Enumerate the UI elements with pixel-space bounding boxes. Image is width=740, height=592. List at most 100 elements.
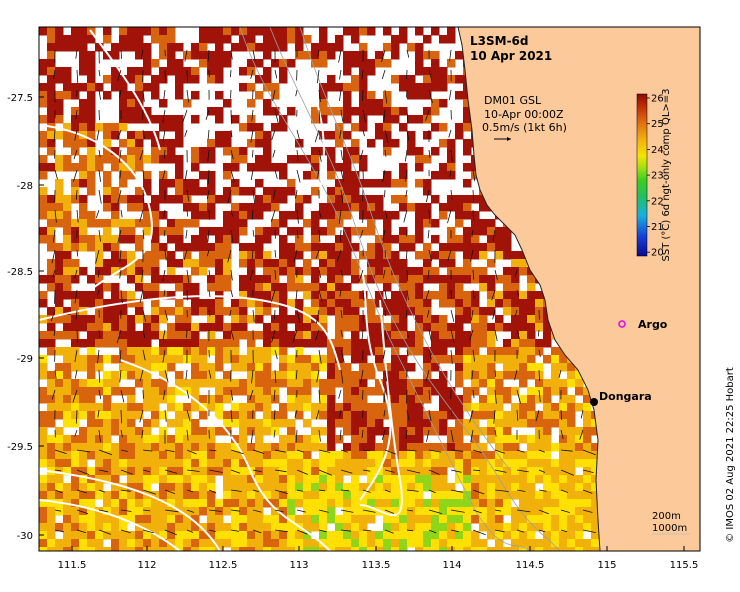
sst-pixel [207,171,216,180]
sst-pixel [71,107,80,116]
sst-pixel [279,59,288,68]
sst-pixel [71,131,80,140]
sst-pixel [63,363,72,372]
sst-pixel [71,475,80,484]
sst-pixel [311,435,320,444]
sst-pixel [295,371,304,380]
sst-pixel [255,547,264,551]
sst-pixel [71,259,80,268]
current-arrow [494,529,505,533]
sst-pixel [455,515,464,524]
sst-pixel [447,539,456,548]
sst-pixel [431,275,440,284]
sst-pixel [367,251,376,260]
sst-pixel [79,195,88,204]
sst-pixel [407,427,416,436]
sst-pixel [479,467,488,476]
sst-pixel [487,307,496,316]
sst-pixel [239,531,248,540]
sst-pixel [343,171,352,180]
sst-pixel [255,427,264,436]
sst-pixel [191,267,200,276]
sst-pixel [239,187,248,196]
sst-pixel [295,539,304,548]
sst-pixel [119,139,128,148]
sst-pixel [207,179,216,188]
current-arrow [120,209,123,218]
sst-pixel [327,443,336,452]
sst-pixel [351,291,360,300]
sst-pixel [367,331,376,340]
current-arrow [96,129,100,141]
sst-pixel [383,115,392,124]
sst-pixel [463,539,472,548]
sst-pixel [343,315,352,324]
sst-pixel [287,467,296,476]
sst-pixel [479,267,488,276]
sst-pixel [143,331,152,340]
sst-pixel [191,67,200,76]
sst-pixel [535,443,544,452]
sst-pixel [487,395,496,404]
current-arrow [98,329,101,338]
sst-pixel [127,227,136,236]
current-arrow [119,169,122,179]
current-arrow [362,449,371,452]
sst-pixel [87,211,96,220]
sst-pixel [327,451,336,460]
sst-pixel [223,347,232,356]
current-arrow [120,409,122,424]
sst-pixel [423,323,432,332]
sst-pixel [487,531,496,540]
sst-pixel [295,395,304,404]
current-arrow [450,309,455,322]
current-arrow [471,309,474,321]
current-arrow [249,269,254,281]
sst-pixel [471,539,480,548]
sst-pixel [175,43,184,52]
sst-pixel [143,371,152,380]
colorbar-tick-label: 20 [651,248,664,259]
sst-pixel [135,27,144,36]
sst-pixel [239,219,248,228]
sst-pixel [55,539,64,548]
current-arrow [405,189,408,197]
sst-pixel [63,347,72,356]
current-arrow [405,169,408,182]
sst-pixel [295,195,304,204]
sst-pixel [183,323,192,332]
sst-pixel [391,467,400,476]
sst-pixel [351,227,360,236]
sst-pixel [87,123,96,132]
sst-pixel [415,179,424,188]
current-arrow [582,509,593,513]
current-arrow [406,49,410,58]
current-arrow [142,449,153,452]
sst-pixel [519,267,528,276]
sst-pixel [199,371,208,380]
current-arrow [494,369,496,377]
sst-pixel [351,267,360,276]
sst-pixel [503,467,512,476]
current-arrow [318,429,321,442]
sst-pixel [119,219,128,228]
sst-pixel [431,523,440,532]
sst-pixel [447,251,456,260]
current-arrow [163,209,166,218]
sst-pixel [519,371,528,380]
sst-pixel [503,267,512,276]
sst-pixel [111,331,120,340]
sst-pixel [215,523,224,532]
sst-pixel [247,459,256,468]
sst-pixel [543,483,552,492]
sst-pixel [471,387,480,396]
sst-pixel [383,259,392,268]
sst-pixel [207,243,216,252]
sst-pixel [383,539,392,548]
sst-pixel [55,379,64,388]
sst-pixel [535,395,544,404]
current-arrow [428,249,433,262]
current-arrow [447,209,452,224]
sst-pixel [471,243,480,252]
sst-pixel [415,411,424,420]
